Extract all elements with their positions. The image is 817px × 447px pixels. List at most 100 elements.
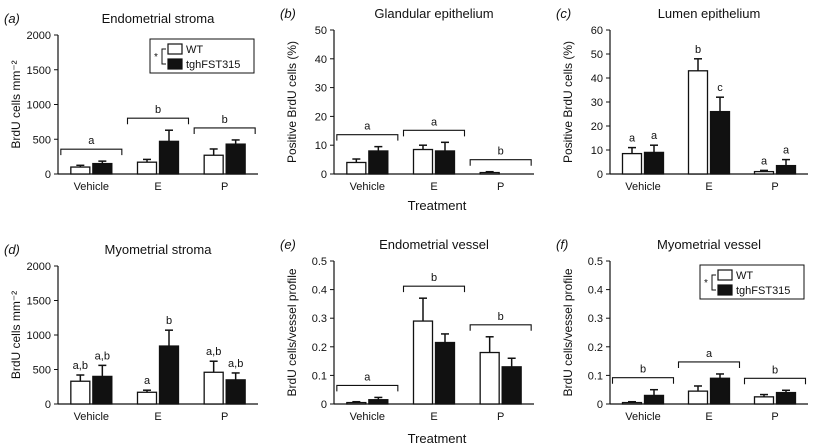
x-tick-label: E: [705, 411, 712, 423]
bar-wt: [346, 401, 367, 405]
y-tick-label: 40: [591, 73, 603, 85]
significance-label: b: [695, 44, 701, 56]
y-tick-label: 40: [315, 54, 327, 66]
y-tick-label: 10: [315, 140, 327, 152]
bar-wt: [412, 320, 434, 405]
bar-wt: [203, 154, 224, 175]
significance-label: b: [222, 114, 228, 126]
x-tick-label: E: [154, 411, 161, 423]
y-tick-label: 0.1: [312, 370, 327, 382]
bar-wt: [687, 70, 709, 175]
y-tick-label: 0.3: [588, 313, 603, 325]
y-tick-label: 2000: [27, 30, 51, 42]
significance-label: a: [783, 145, 790, 157]
chart-panel-3: 0 10 20 30 40 50 60 Positive BrdU cells (%) Lume…: [556, 6, 808, 193]
x-tick-label: E: [430, 411, 437, 423]
bar-tghfst315: [434, 150, 456, 175]
y-axis-label: BrdU cells mm⁻²: [9, 291, 23, 379]
significance-label: a,b: [95, 350, 110, 362]
panel-label: (a): [4, 11, 20, 26]
x-tick-label: Vehicle: [625, 411, 660, 423]
bar-tghfst315: [643, 394, 665, 405]
legend-swatch-wt: [717, 269, 733, 281]
x-tick-label: P: [771, 181, 778, 193]
legend-asterisk: *: [704, 278, 708, 289]
chart-title: Lumen epithelium: [658, 6, 761, 21]
legend-swatch-tghfst315: [717, 284, 733, 296]
bar-tghfst315: [775, 164, 797, 175]
significance-label: b: [498, 311, 504, 323]
bar-wt: [753, 170, 775, 175]
treatment-label-bottom: Treatment: [408, 431, 467, 446]
significance-label: a: [761, 155, 768, 167]
significance-bracket: [469, 324, 532, 331]
y-tick-label: 0.2: [588, 342, 603, 354]
significance-label: a,b: [73, 360, 88, 372]
legend-bracket: [161, 48, 166, 65]
chart-panel-2: 0 10 20 30 40 50 Positive BrdU cells (%) Glandu…: [280, 6, 534, 193]
bar-wt: [753, 396, 775, 405]
bar-wt: [412, 148, 434, 175]
bar-tghfst315: [775, 391, 797, 405]
bar-tghfst315: [158, 345, 180, 405]
y-tick-label: 1000: [27, 330, 51, 342]
x-tick-label: Vehicle: [350, 411, 385, 423]
significance-label: b: [498, 146, 504, 158]
chart-title: Glandular epithelium: [374, 6, 493, 21]
panel-label: (f): [556, 237, 568, 252]
bar-wt: [136, 391, 158, 405]
bar-wt: [621, 152, 643, 175]
significance-label: a: [364, 371, 371, 383]
y-tick-label: 30: [315, 83, 327, 95]
x-tick-label: P: [497, 411, 504, 423]
legend-swatch-tghfst315: [167, 58, 183, 70]
legend-box: [149, 38, 255, 74]
y-tick-label: 0.2: [312, 342, 327, 354]
y-tick-label: 2000: [27, 261, 51, 273]
y-tick-label: 0.4: [312, 285, 327, 297]
significance-label: b: [155, 104, 161, 116]
chart-title: Myometrial vessel: [657, 237, 761, 252]
legend-label-wt: WT: [736, 270, 753, 282]
chart-panel-6: 0 0.1 0.2 0.3 0.4 0.5 BrdU cells/vessel profil…: [556, 237, 808, 423]
x-tick-label: P: [221, 181, 228, 193]
x-tick-label: Vehicle: [350, 181, 385, 193]
significance-label: a: [706, 348, 713, 360]
x-tick-label: E: [154, 181, 161, 193]
bar-wt: [203, 371, 224, 405]
bar-wt: [70, 166, 91, 175]
significance-label: a: [629, 133, 636, 145]
legend-bracket: [711, 274, 716, 291]
bar-tghfst315: [709, 110, 731, 175]
significance-label: a,b: [228, 358, 243, 370]
significance-label: a,b: [206, 346, 221, 358]
significance-label: a: [651, 130, 658, 142]
treatment-label-top: Treatment: [408, 198, 467, 213]
significance-bracket: [126, 117, 190, 125]
y-tick-label: 0: [321, 169, 327, 181]
bar-wt: [346, 161, 367, 175]
significance-bracket: [402, 285, 466, 293]
bar-wt: [687, 390, 709, 405]
x-tick-label: P: [497, 181, 504, 193]
y-tick-label: 0: [597, 399, 603, 411]
chart-panel-4: 0 500 1000 1500 2000 BrdU cells mm⁻² Myometria…: [4, 242, 258, 423]
bar-tghfst315: [368, 150, 389, 175]
significance-bracket: [60, 148, 123, 156]
significance-label: b: [640, 364, 646, 376]
bar-tghfst315: [501, 366, 522, 405]
y-tick-label: 0: [321, 399, 327, 411]
y-tick-label: 60: [591, 25, 603, 37]
y-tick-label: 1500: [27, 65, 51, 77]
significance-bracket: [336, 384, 399, 392]
x-tick-label: Vehicle: [74, 411, 109, 423]
y-tick-label: 10: [591, 145, 603, 157]
y-axis-label: BrdU cells/vessel profile: [285, 268, 299, 396]
bar-tghfst315: [92, 162, 113, 175]
panel-label: (e): [280, 237, 296, 252]
y-tick-label: 1000: [27, 100, 51, 112]
legend-asterisk: *: [154, 52, 158, 63]
significance-bracket: [611, 377, 675, 384]
bar-wt: [136, 161, 158, 175]
